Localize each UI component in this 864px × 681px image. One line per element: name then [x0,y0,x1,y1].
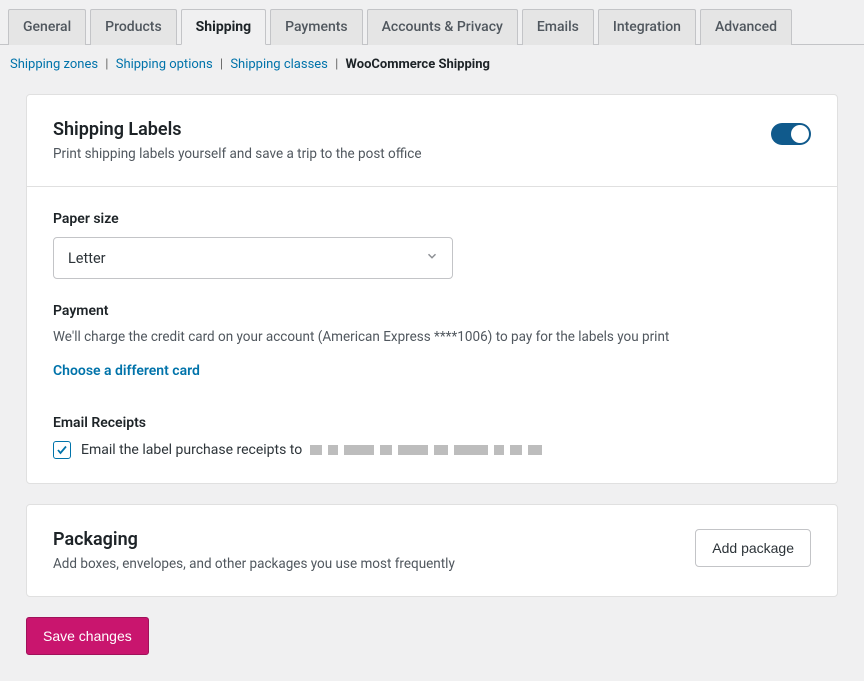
separator: | [216,57,227,72]
email-receipts-checkbox[interactable] [53,441,71,459]
choose-card-link[interactable]: Choose a different card [53,363,200,379]
email-receipts-checkbox-label: Email the label purchase receipts to [81,442,542,458]
separator: | [331,57,342,72]
tab-general[interactable]: General [8,9,86,45]
packaging-description: Add boxes, envelopes, and other packages… [53,556,455,572]
shipping-labels-description: Print shipping labels yourself and save … [53,146,422,162]
payment-label: Payment [53,303,811,319]
tab-products[interactable]: Products [90,9,177,45]
packaging-title: Packaging [53,529,455,550]
paper-size-value: Letter [68,250,106,267]
tab-shipping[interactable]: Shipping [181,9,266,45]
shipping-labels-card: Shipping Labels Print shipping labels yo… [26,94,838,484]
tab-accounts-privacy[interactable]: Accounts & Privacy [367,9,518,45]
redacted-email [310,445,542,455]
shipping-labels-toggle[interactable] [771,123,811,145]
tab-integration[interactable]: Integration [598,9,696,45]
shipping-labels-title: Shipping Labels [53,119,422,140]
packaging-card: Packaging Add boxes, envelopes, and othe… [26,504,838,597]
subnav-current: WooCommerce Shipping [346,57,490,72]
tab-payments[interactable]: Payments [270,9,363,45]
subnav-shipping-options[interactable]: Shipping options [116,57,213,72]
shipping-subnav: Shipping zones | Shipping options | Ship… [0,45,864,84]
subnav-shipping-classes[interactable]: Shipping classes [230,57,328,72]
settings-tabs: General Products Shipping Payments Accou… [0,0,864,45]
separator: | [101,57,112,72]
paper-size-label: Paper size [53,211,811,227]
payment-description: We'll charge the credit card on your acc… [53,329,811,345]
subnav-shipping-zones[interactable]: Shipping zones [10,57,98,72]
email-receipts-label: Email Receipts [53,415,811,431]
add-package-button[interactable]: Add package [695,529,811,567]
tab-emails[interactable]: Emails [522,9,594,45]
paper-size-select[interactable]: Letter [53,237,453,279]
tab-advanced[interactable]: Advanced [700,9,792,45]
save-changes-button[interactable]: Save changes [26,617,149,655]
